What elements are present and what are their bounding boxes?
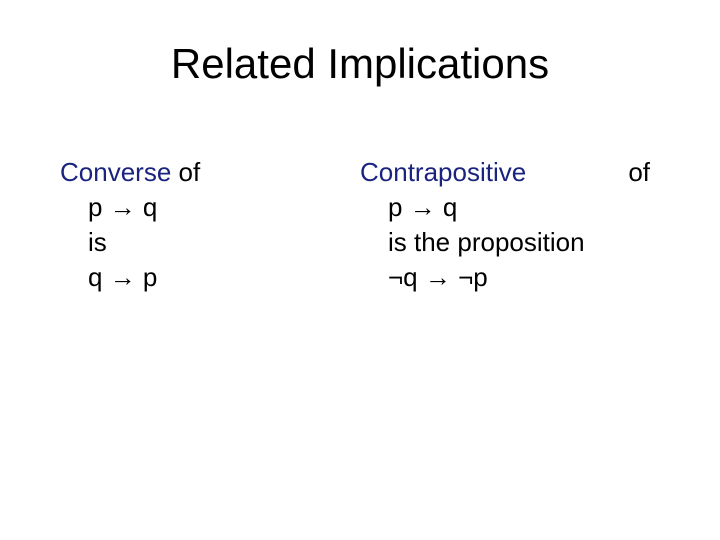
- contrapositive-premise: p → q: [360, 190, 660, 225]
- converse-is: is: [60, 225, 340, 260]
- contrapositive-column: Contrapositive of p → q is the propositi…: [360, 155, 660, 295]
- contrapositive-term: Contrapositive: [360, 155, 526, 190]
- converse-column: Converse of p → q is q → p: [60, 155, 340, 295]
- contrapositive-heading: Contrapositive of: [360, 155, 650, 190]
- contrapositive-is: is the proposition: [360, 225, 660, 260]
- converse-heading: Converse of: [60, 155, 340, 190]
- contrapositive-result: ¬q → ¬p: [360, 260, 660, 295]
- converse-of: of: [171, 157, 200, 187]
- converse-premise: p → q: [60, 190, 340, 225]
- converse-term: Converse: [60, 157, 171, 187]
- contrapositive-of: of: [628, 155, 650, 190]
- columns: Converse of p → q is q → p Contrapositiv…: [60, 155, 660, 295]
- page-title: Related Implications: [0, 40, 720, 88]
- converse-result: q → p: [60, 260, 340, 295]
